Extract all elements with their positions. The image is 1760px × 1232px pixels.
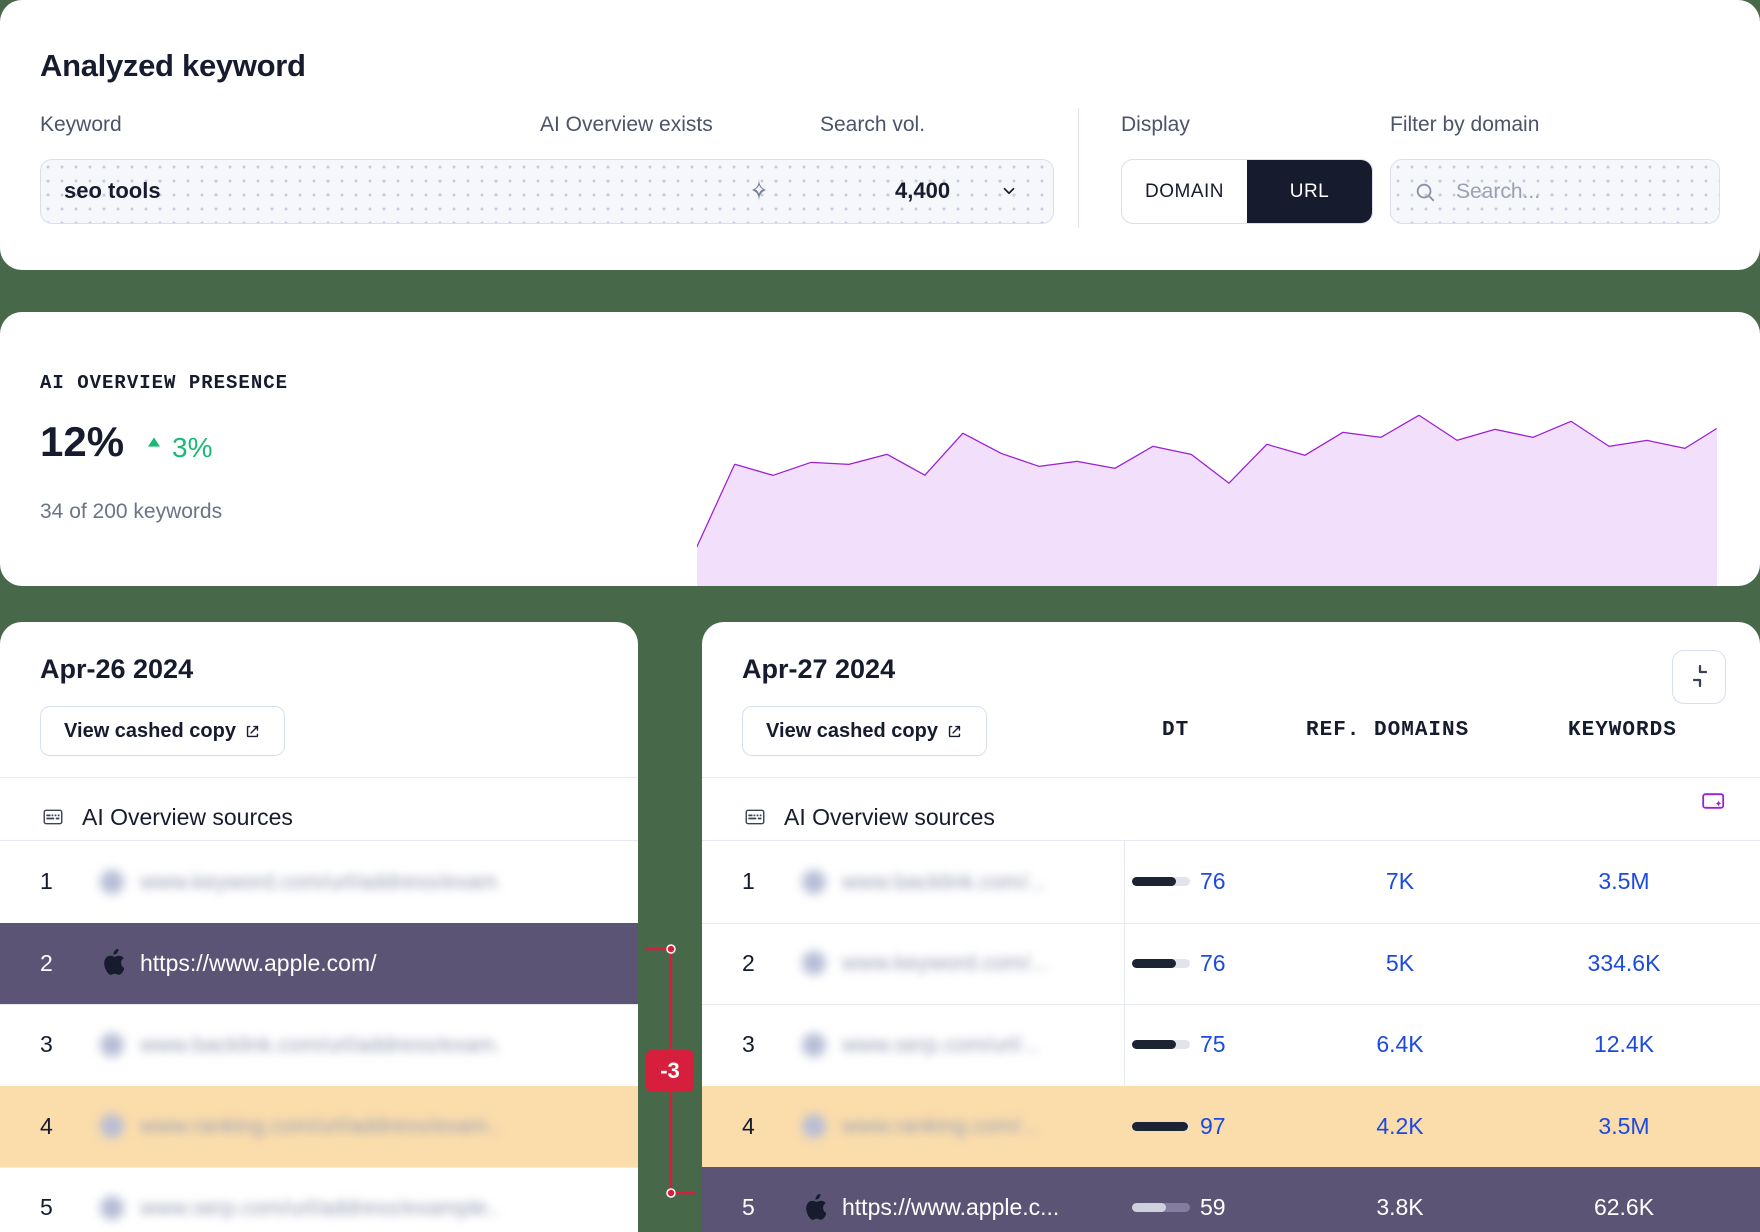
svg-text:-3: -3 — [660, 1058, 680, 1083]
